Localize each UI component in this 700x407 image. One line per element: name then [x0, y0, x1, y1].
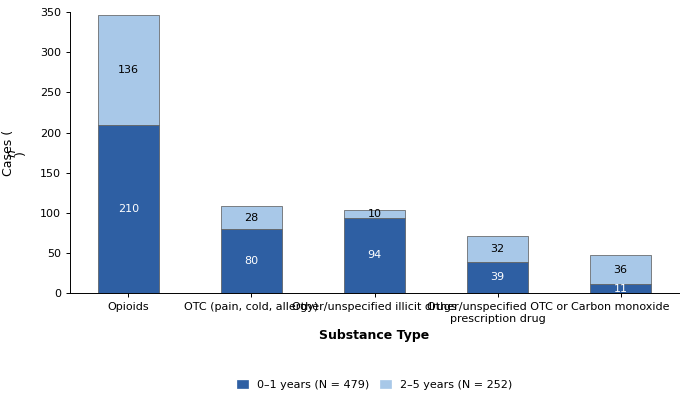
Text: 32: 32 [491, 244, 505, 254]
Bar [220, 229, 282, 293]
Text: ): ) [15, 150, 27, 155]
Bar [590, 255, 651, 284]
Text: 39: 39 [491, 272, 505, 282]
Bar [590, 284, 651, 293]
X-axis label: Substance Type: Substance Type [319, 329, 430, 342]
Text: 94: 94 [368, 250, 382, 260]
Text: 210: 210 [118, 204, 139, 214]
Text: 80: 80 [244, 256, 258, 266]
Text: 136: 136 [118, 65, 139, 75]
Text: Cases (: Cases ( [2, 129, 15, 176]
Text: 11: 11 [614, 284, 628, 293]
Bar [344, 210, 405, 218]
Text: 36: 36 [614, 265, 628, 275]
Bar [467, 236, 528, 262]
Bar [344, 218, 405, 293]
Text: n: n [5, 149, 18, 157]
Legend: 0–1 years (N = 479), 2–5 years (N = 252): 0–1 years (N = 479), 2–5 years (N = 252) [232, 375, 517, 394]
Text: 28: 28 [244, 212, 258, 223]
Bar [98, 15, 159, 125]
Text: 10: 10 [368, 209, 382, 219]
Bar [220, 206, 282, 229]
Bar [467, 262, 528, 293]
Bar [98, 125, 159, 293]
